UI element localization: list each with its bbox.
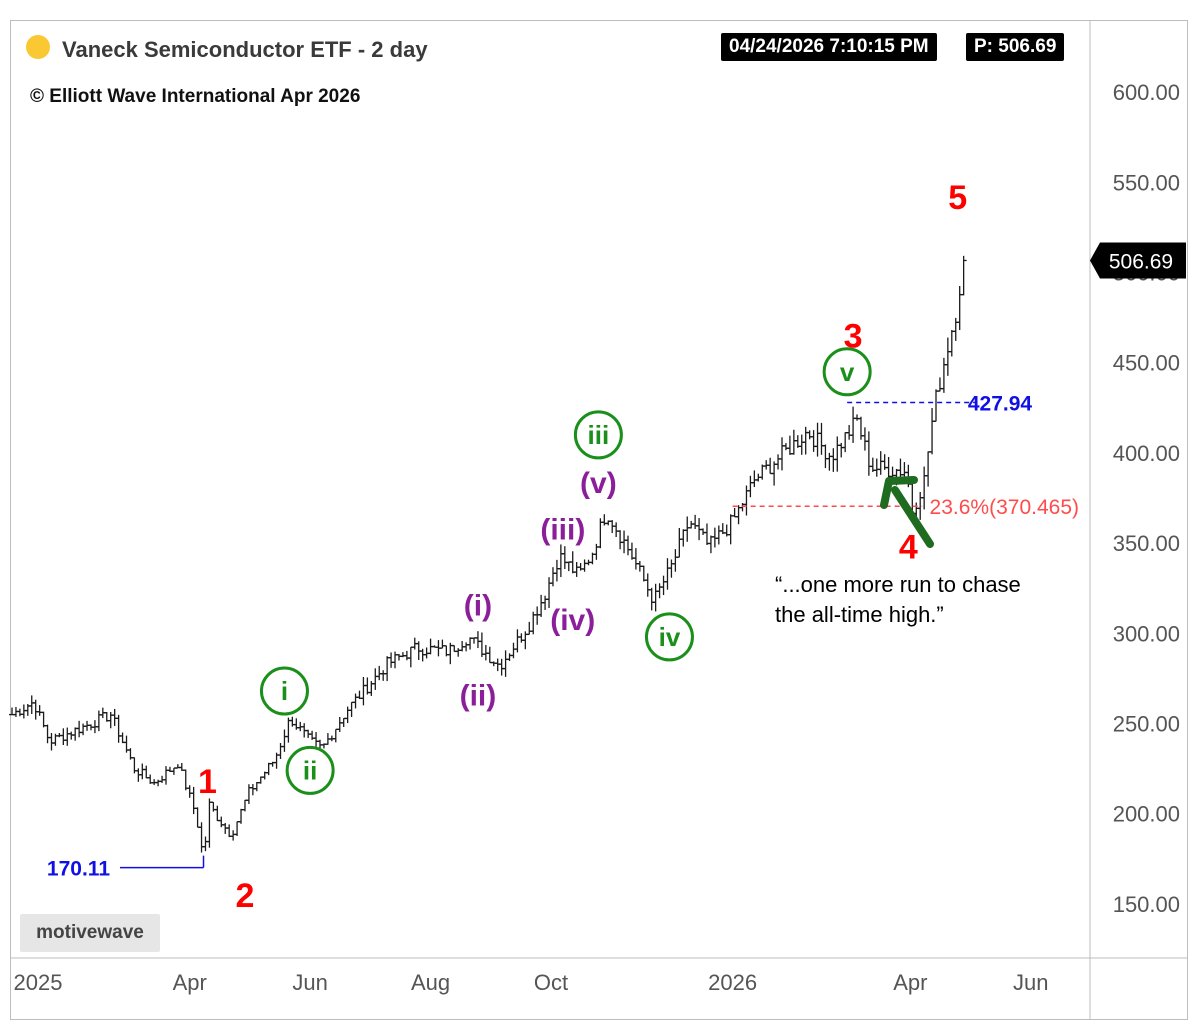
y-tick-label: 450.00 xyxy=(1113,351,1180,376)
wave-label-primary: 5 xyxy=(948,179,967,217)
wave-label-intermediate: ii xyxy=(303,755,317,785)
arrow-head-icon xyxy=(880,476,918,509)
low-level-label: 170.11 xyxy=(47,858,110,881)
wave-label-intermediate: i xyxy=(281,676,288,706)
wave-label-primary: 3 xyxy=(844,318,863,356)
y-tick-label: 250.00 xyxy=(1113,712,1180,737)
x-tick-label: Oct xyxy=(534,970,568,995)
wave-label-primary: 4 xyxy=(899,529,918,567)
wave-label-primary: 2 xyxy=(236,877,255,915)
y-tick-label: 350.00 xyxy=(1113,531,1180,556)
symbol-status-dot xyxy=(26,35,50,59)
wave-label-primary: 1 xyxy=(198,763,217,801)
wave-circle xyxy=(573,410,623,460)
wave-label-minor: (ii) xyxy=(460,680,497,713)
motivewave-logo: motivewave xyxy=(20,914,160,952)
last-price-label: 506.69 xyxy=(1109,250,1173,273)
quote-line-2: the all-time high.” xyxy=(775,602,944,627)
y-tick-label: 150.00 xyxy=(1113,892,1180,917)
y-tick-label: 300.00 xyxy=(1113,621,1180,646)
x-tick-label: Jun xyxy=(1013,970,1048,995)
wave-circle xyxy=(259,666,309,716)
chart-title: Vaneck Semiconductor ETF - 2 day xyxy=(62,37,428,62)
wave-circle xyxy=(285,745,335,795)
wave-label-minor: (v) xyxy=(580,467,617,500)
wave-label-minor: (iii) xyxy=(540,514,585,547)
x-tick-label: Apr xyxy=(173,970,207,995)
copyright-notice: © Elliott Wave International Apr 2026 xyxy=(30,86,361,107)
wave-circle xyxy=(644,612,694,662)
chart-frame xyxy=(10,20,1188,1020)
arrow-up-left-icon xyxy=(891,486,934,548)
x-tick-label: Aug xyxy=(411,970,450,995)
wave-label-minor: (i) xyxy=(464,589,492,622)
timestamp-badge: 04/24/2026 7:10:15 PM xyxy=(721,33,937,61)
wave-label-intermediate: v xyxy=(840,357,855,387)
y-tick-label: 600.00 xyxy=(1113,80,1180,105)
analyst-quote: “...one more run to chase the all-time h… xyxy=(775,570,1021,630)
x-tick-label: Jun xyxy=(292,970,327,995)
wave-label-intermediate: iv xyxy=(659,622,681,652)
resistance-level-label: 427.94 xyxy=(968,393,1033,416)
y-tick-label: 550.00 xyxy=(1113,170,1180,195)
x-tick-label: 2026 xyxy=(708,970,757,995)
price-badge: P: 506.69 xyxy=(966,33,1065,61)
quote-line-1: “...one more run to chase xyxy=(775,572,1021,597)
wave-label-minor: (iv) xyxy=(550,604,595,637)
wave-circle xyxy=(822,347,872,397)
y-tick-label: 400.00 xyxy=(1113,441,1180,466)
x-tick-label: 2025 xyxy=(14,970,63,995)
fib-level-label: 23.6%(370.465) xyxy=(930,496,1079,519)
wave-label-intermediate: iii xyxy=(588,420,610,450)
x-tick-label: Apr xyxy=(893,970,927,995)
y-tick-label: 200.00 xyxy=(1113,802,1180,827)
last-price-tag xyxy=(1090,242,1186,279)
